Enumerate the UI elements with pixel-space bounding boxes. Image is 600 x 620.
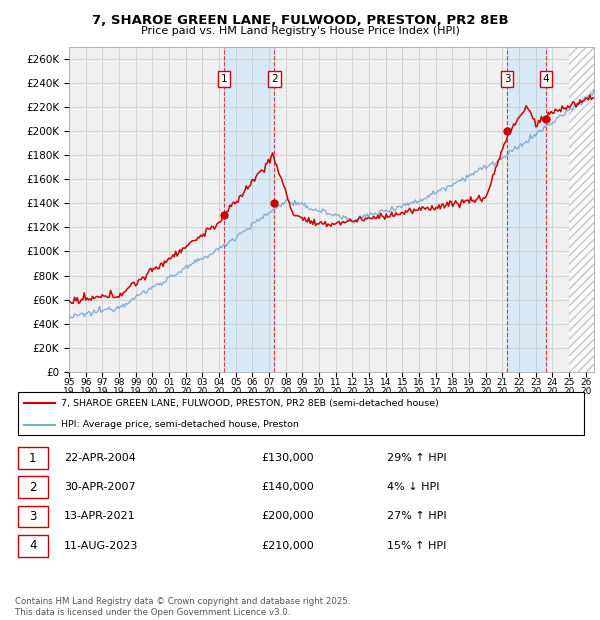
Text: 1: 1 xyxy=(221,74,227,84)
FancyBboxPatch shape xyxy=(18,447,47,469)
Text: 27% ↑ HPI: 27% ↑ HPI xyxy=(388,512,447,521)
Text: 15% ↑ HPI: 15% ↑ HPI xyxy=(388,541,447,551)
Text: 7, SHAROE GREEN LANE, FULWOOD, PRESTON, PR2 8EB (semi-detached house): 7, SHAROE GREEN LANE, FULWOOD, PRESTON, … xyxy=(61,399,439,408)
Text: 4% ↓ HPI: 4% ↓ HPI xyxy=(388,482,440,492)
Text: 3: 3 xyxy=(29,510,37,523)
FancyBboxPatch shape xyxy=(18,476,47,498)
Text: Contains HM Land Registry data © Crown copyright and database right 2025.
This d: Contains HM Land Registry data © Crown c… xyxy=(15,598,350,617)
Text: 3: 3 xyxy=(503,74,511,84)
Text: £130,000: £130,000 xyxy=(262,453,314,463)
Bar xyxy=(224,46,274,372)
Text: 11-AUG-2023: 11-AUG-2023 xyxy=(64,541,138,551)
Text: 29% ↑ HPI: 29% ↑ HPI xyxy=(388,453,447,463)
Text: £140,000: £140,000 xyxy=(262,482,314,492)
FancyBboxPatch shape xyxy=(18,505,47,528)
Text: HPI: Average price, semi-detached house, Preston: HPI: Average price, semi-detached house,… xyxy=(61,420,299,429)
Text: 4: 4 xyxy=(29,539,37,552)
FancyBboxPatch shape xyxy=(18,392,584,435)
Text: 7, SHAROE GREEN LANE, FULWOOD, PRESTON, PR2 8EB: 7, SHAROE GREEN LANE, FULWOOD, PRESTON, … xyxy=(92,14,508,27)
Bar xyxy=(507,46,546,372)
Text: 1: 1 xyxy=(29,452,37,464)
Text: 2: 2 xyxy=(271,74,278,84)
Text: 2: 2 xyxy=(29,481,37,494)
Text: 13-APR-2021: 13-APR-2021 xyxy=(64,512,136,521)
Text: £210,000: £210,000 xyxy=(262,541,314,551)
Bar xyxy=(569,46,594,372)
Text: 30-APR-2007: 30-APR-2007 xyxy=(64,482,136,492)
Text: Price paid vs. HM Land Registry's House Price Index (HPI): Price paid vs. HM Land Registry's House … xyxy=(140,26,460,36)
Text: 22-APR-2004: 22-APR-2004 xyxy=(64,453,136,463)
FancyBboxPatch shape xyxy=(18,534,47,557)
Text: £200,000: £200,000 xyxy=(262,512,314,521)
Text: 4: 4 xyxy=(542,74,549,84)
